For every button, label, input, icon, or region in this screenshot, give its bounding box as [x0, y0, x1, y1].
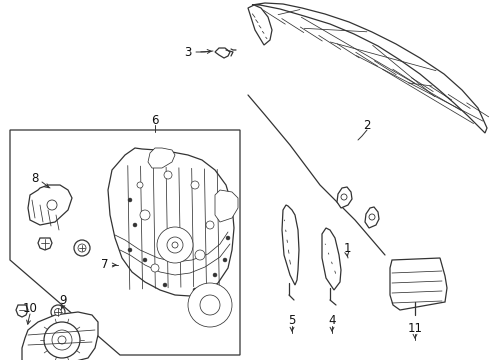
Circle shape	[128, 248, 132, 252]
Circle shape	[137, 182, 143, 188]
Circle shape	[51, 305, 65, 319]
Circle shape	[188, 283, 232, 327]
Circle shape	[164, 171, 172, 179]
Polygon shape	[390, 258, 447, 310]
Text: 8: 8	[31, 171, 39, 185]
Polygon shape	[108, 148, 234, 296]
Circle shape	[195, 250, 205, 260]
Circle shape	[74, 240, 90, 256]
Circle shape	[151, 264, 159, 272]
Text: 2: 2	[363, 118, 371, 131]
Circle shape	[200, 295, 220, 315]
Polygon shape	[16, 305, 28, 317]
Polygon shape	[10, 130, 240, 355]
Text: 1: 1	[343, 242, 351, 255]
Polygon shape	[322, 228, 341, 290]
Circle shape	[193, 288, 197, 292]
Circle shape	[44, 322, 80, 358]
Circle shape	[341, 194, 347, 200]
Circle shape	[223, 258, 227, 262]
Circle shape	[78, 244, 86, 252]
Polygon shape	[282, 205, 299, 285]
Circle shape	[206, 221, 214, 229]
Polygon shape	[365, 207, 379, 228]
Text: 10: 10	[23, 302, 37, 315]
Polygon shape	[215, 48, 230, 58]
Polygon shape	[337, 187, 352, 208]
Circle shape	[133, 223, 137, 227]
Circle shape	[172, 242, 178, 248]
Circle shape	[191, 181, 199, 189]
Text: 5: 5	[288, 314, 295, 327]
Polygon shape	[248, 5, 272, 45]
Polygon shape	[215, 190, 238, 222]
Circle shape	[369, 214, 375, 220]
Circle shape	[47, 200, 57, 210]
Polygon shape	[252, 3, 487, 133]
Circle shape	[52, 330, 72, 350]
Circle shape	[143, 258, 147, 262]
Text: 3: 3	[184, 45, 192, 59]
Polygon shape	[22, 312, 98, 360]
Text: 9: 9	[59, 293, 67, 306]
Circle shape	[140, 210, 150, 220]
Circle shape	[163, 283, 167, 287]
Polygon shape	[38, 238, 52, 250]
Text: 11: 11	[408, 321, 422, 334]
Circle shape	[128, 198, 132, 202]
Circle shape	[54, 309, 62, 315]
Circle shape	[167, 237, 183, 253]
Polygon shape	[28, 185, 72, 225]
Circle shape	[58, 336, 66, 344]
Circle shape	[226, 236, 230, 240]
Circle shape	[157, 227, 193, 263]
Text: 4: 4	[328, 314, 336, 327]
Text: 6: 6	[151, 113, 159, 126]
Text: 7: 7	[101, 258, 109, 271]
Polygon shape	[148, 148, 175, 168]
Circle shape	[213, 273, 217, 277]
